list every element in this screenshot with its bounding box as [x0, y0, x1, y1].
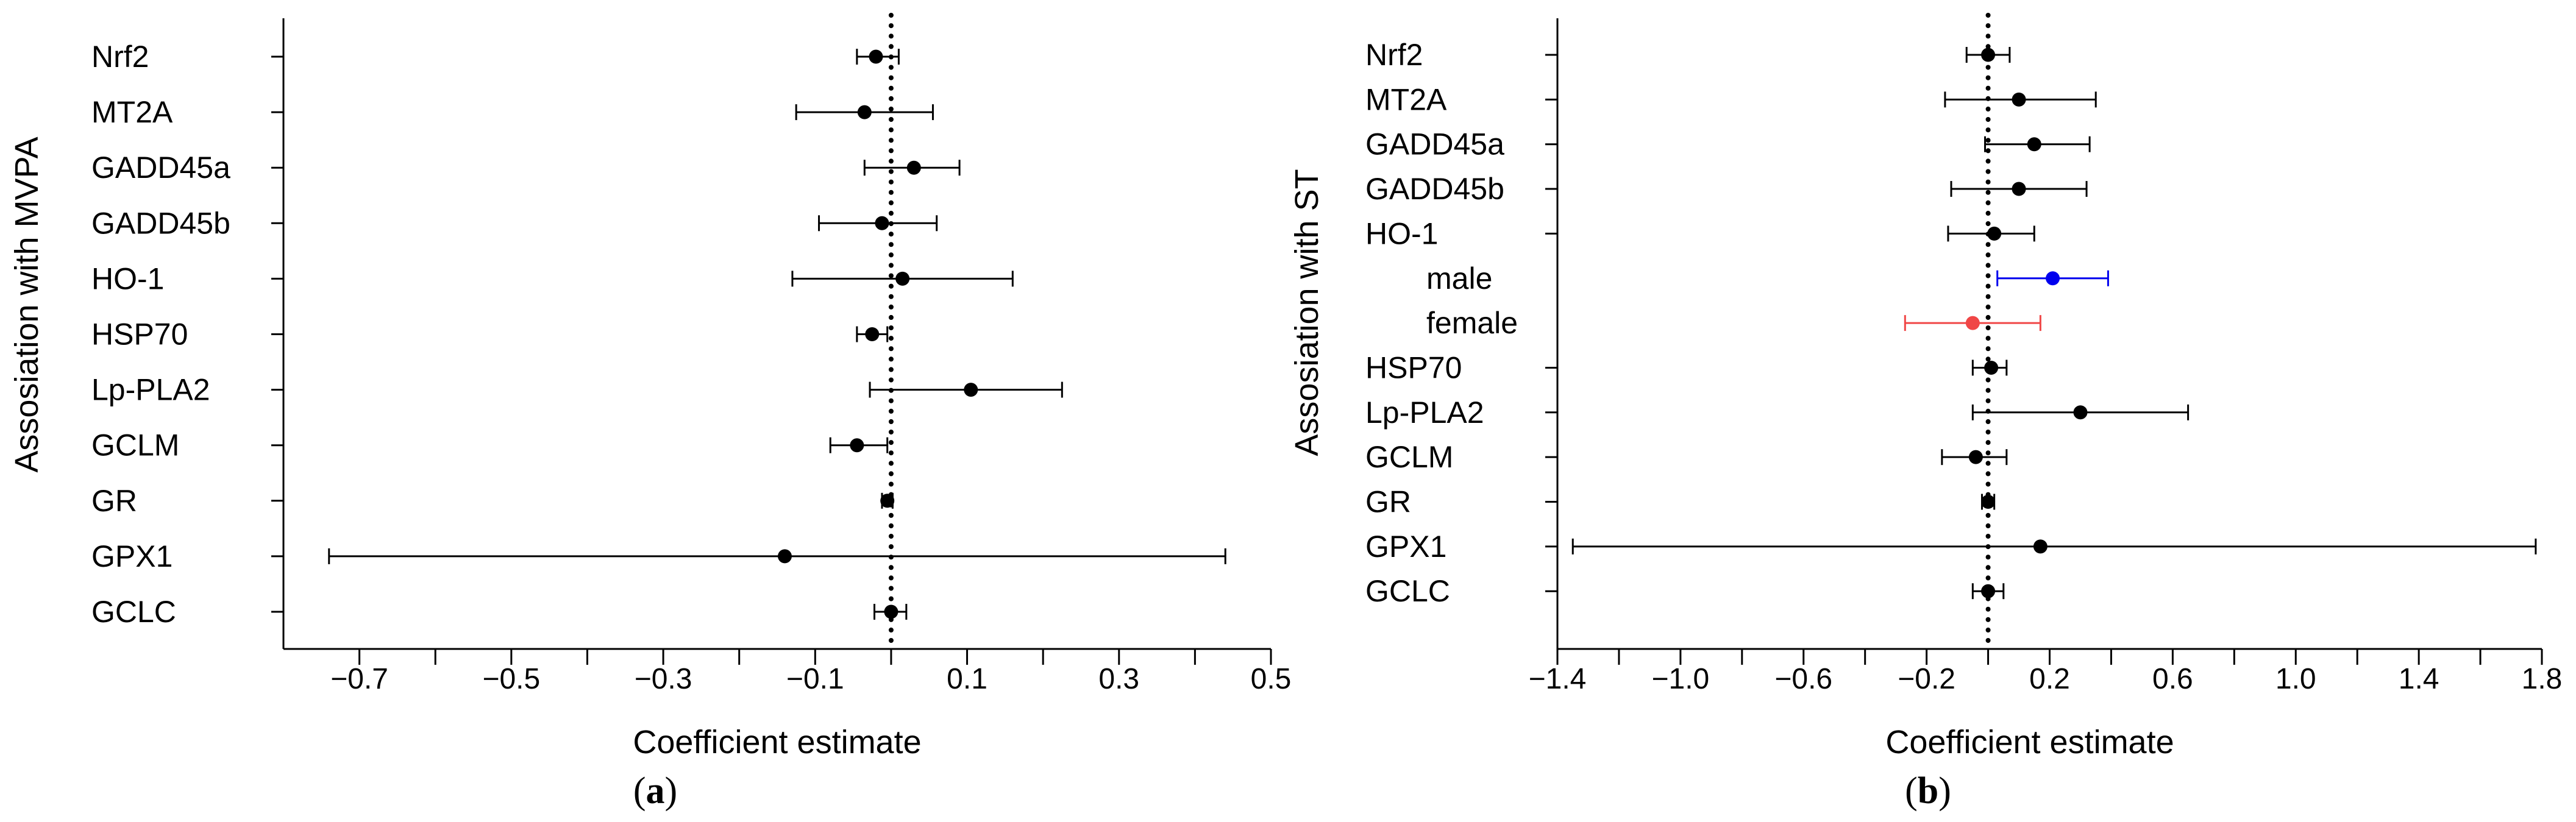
- panel-b-marks: −1.4 −1.0 −0.6 −0.2 0.2 0.6 1.0 1.4 1.8 Nrf2 MT2A G…: [1365, 13, 2563, 695]
- panel-b-x-tick-label: 0.2: [2029, 663, 2070, 695]
- panel-b-x-tick-label: −1.0: [1651, 663, 1709, 695]
- panel-b-point-estimate: [1981, 584, 1996, 598]
- panel-b-row-label: GCLC: [1365, 574, 1450, 608]
- panel-b-row-label: HSP70: [1365, 350, 1462, 384]
- panel-b-row-label: Nrf2: [1365, 38, 1423, 72]
- panel-a-x-tick-label: −0.3: [635, 663, 692, 695]
- panel-b-x-tick-label: −0.2: [1898, 663, 1955, 695]
- panel-a-point-estimate: [865, 327, 880, 341]
- panel-b-row-label: male: [1426, 261, 1492, 296]
- panel-a-point-estimate: [895, 271, 910, 286]
- panel-a-point-estimate: [880, 494, 895, 508]
- panel-a-point-estimate: [875, 216, 889, 230]
- panel-a-x-tick-label: −0.7: [330, 663, 388, 695]
- panel-b-x-tick-label: −0.6: [1774, 663, 1832, 695]
- panel-a-label: (a): [633, 770, 677, 812]
- panel-b-point-estimate: [2012, 92, 2026, 107]
- panel-b-point-estimate: [1981, 495, 1996, 509]
- panel-b-x-tick-label: 1.4: [2399, 663, 2439, 695]
- panel-b-row-label: GR: [1365, 485, 1411, 519]
- panel-b-point-estimate: [1984, 360, 1999, 375]
- panel-a-row-label: GADD45a: [91, 151, 230, 185]
- panel-a-point-estimate: [850, 438, 864, 453]
- panel-a-row-label: HO-1: [91, 261, 164, 296]
- panel-a-row-label: GR: [91, 484, 137, 518]
- panel-b-row-label: GCLM: [1365, 440, 1453, 474]
- panel-b-row-label: Lp-PLA2: [1365, 395, 1484, 430]
- panel-b-point-estimate: [2073, 405, 2088, 420]
- panel-a-point-estimate: [884, 604, 898, 619]
- panel-b-y-axis-title: Assosiation with ST: [1289, 169, 1325, 456]
- panel-b-row-label: female: [1426, 306, 1518, 340]
- panel-a-y-axis-title: Assosiation with MVPA: [9, 136, 45, 472]
- panel-a-x-tick-label: 0.1: [947, 663, 987, 695]
- panel-a-point-estimate: [869, 49, 883, 64]
- panel-a-x-tick-label: −0.1: [786, 663, 844, 695]
- panel-a-row-label: MT2A: [91, 95, 173, 129]
- panel-b-row-label: MT2A: [1365, 82, 1447, 116]
- panel-a-letter: a: [646, 770, 665, 812]
- panel-b-x-tick-label: 0.6: [2152, 663, 2193, 695]
- panel-a-x-axis-title: Coefficient estimate: [633, 724, 921, 760]
- panel-a-point-estimate: [906, 160, 921, 175]
- panel-b-x-tick-label: 1.8: [2522, 663, 2563, 695]
- panel-a-marks: −0.7 −0.5 −0.3 −0.1 0.1 0.3 0.5 Nrf2 MT2A GADD45a…: [91, 13, 1292, 695]
- panel-b-point-estimate: [1981, 48, 1996, 62]
- panel-a-point-estimate: [964, 383, 978, 397]
- panel-a-x-tick-label: 0.3: [1098, 663, 1139, 695]
- panel-b-row-label: GADD45b: [1365, 172, 1504, 206]
- panel-b-row-label: HO-1: [1365, 216, 1438, 250]
- panel-a-row-label: GCLM: [91, 428, 179, 462]
- panel-b-point-estimate: [1968, 450, 1983, 464]
- panel-b-x-tick-label: 1.0: [2275, 663, 2316, 695]
- panel-b-row-label: GPX1: [1365, 530, 1446, 564]
- panel-a-x-tick-label: 0.5: [1251, 663, 1292, 695]
- panel-a-row-label: Lp-PLA2: [91, 373, 210, 407]
- panel-b-letter: b: [1918, 770, 1938, 812]
- panel-a-row-label: HSP70: [91, 317, 188, 352]
- panel-b-label: (b): [1905, 770, 1951, 812]
- panel-a-x-tick-label: −0.5: [482, 663, 540, 695]
- panel-a-row-label: GADD45b: [91, 206, 230, 240]
- panel-b-point-estimate: [1987, 226, 2002, 241]
- panel-a: −0.7 −0.5 −0.3 −0.1 0.1 0.3 0.5 Nrf2 MT2A GADD45a…: [9, 13, 1292, 812]
- panel-a-point-estimate: [777, 549, 792, 564]
- panel-b: −1.4 −1.0 −0.6 −0.2 0.2 0.6 1.0 1.4 1.8 Nrf2 MT2A G…: [1289, 13, 2563, 812]
- panel-a-row-label: Nrf2: [91, 40, 149, 74]
- panel-b-row-label: GADD45a: [1365, 127, 1504, 161]
- panel-b-point-estimate: [2046, 271, 2060, 286]
- panel-b-point-estimate: [1965, 316, 1980, 330]
- panel-a-point-estimate: [857, 105, 872, 119]
- panel-a-row-label: GPX1: [91, 539, 173, 573]
- panel-b-x-tick-label: −1.4: [1529, 663, 1587, 695]
- panel-b-point-estimate: [2027, 137, 2041, 152]
- panel-b-x-axis-title: Coefficient estimate: [1885, 724, 2174, 760]
- panel-b-point-estimate: [2012, 182, 2026, 196]
- panel-b-point-estimate: [2033, 539, 2048, 554]
- panel-a-row-label: GCLC: [91, 595, 176, 629]
